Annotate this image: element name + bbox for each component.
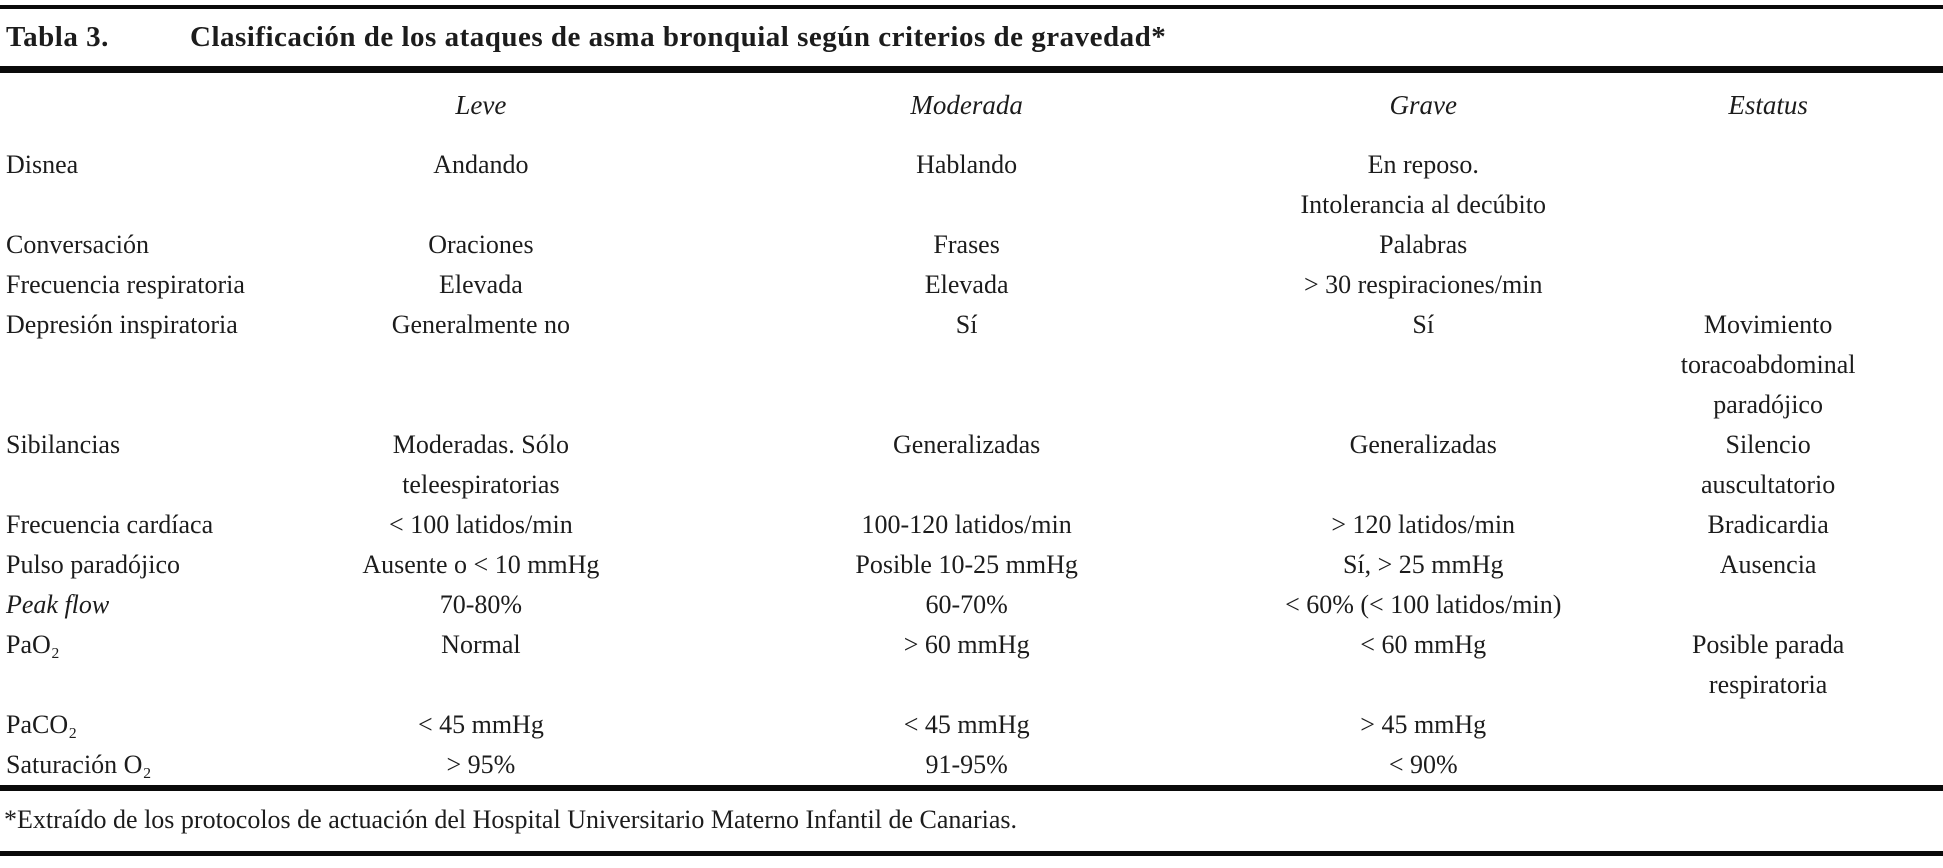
row-label: Conversación [6, 230, 149, 259]
table-row: PaO₂ Normal > 60 mmHg < 60 mmHg Posible … [0, 625, 1943, 705]
table-cell: Elevada [924, 270, 1009, 299]
table-cell: < 100 latidos/min [389, 510, 573, 539]
table-cell [1593, 265, 1943, 305]
table-cell: Sí [955, 310, 978, 339]
table-cell: Bradicardia [1707, 510, 1829, 539]
row-label: Peak flow [6, 590, 110, 619]
table-cell: Generalizadas [1349, 430, 1497, 459]
table-cell: Generalmente no [391, 310, 571, 339]
table-row: Peak flow 70-80% 60-70% < 60% (< 100 lat… [0, 585, 1943, 625]
top-rule [0, 5, 1943, 9]
table-cell: < 60 mmHg [1360, 630, 1487, 659]
row-label: Frecuencia cardíaca [6, 510, 214, 539]
table-cell: < 60% (< 100 latidos/min) [1285, 590, 1562, 619]
table-cell: Generalizadas [893, 430, 1041, 459]
body-divider-rule [0, 785, 1943, 791]
table-cell [1593, 225, 1943, 265]
table-cell: Palabras [1379, 230, 1468, 259]
row-label: Frecuencia respiratoria [6, 270, 245, 299]
table-cell: 70-80% [439, 590, 523, 619]
footnote: *Extraído de los protocolos de actuación… [4, 805, 1017, 834]
table-cell: Posible 10-25 mmHg [855, 550, 1078, 579]
page-title: Clasificación de los ataques de asma bro… [190, 21, 1167, 53]
column-header-leve: Leve [455, 90, 507, 120]
table-cell: Posible parada respiratoria [1691, 630, 1845, 699]
severity-table: Leve Moderada Grave Estatus Disnea Andan… [0, 79, 1943, 785]
column-header-estatus: Estatus [1728, 90, 1808, 120]
header-row: Leve Moderada Grave Estatus [0, 79, 1943, 145]
row-label: Saturación O₂ [6, 750, 152, 779]
table-number: Tabla 3. [6, 21, 109, 53]
table-cell: Silencio auscultatorio [1700, 430, 1836, 499]
table-cell: > 120 latidos/min [1331, 510, 1516, 539]
row-label: PaO₂ [6, 630, 60, 659]
table-row: Pulso paradójico Ausente o < 10 mmHg Pos… [0, 545, 1943, 585]
table-cell: < 90% [1388, 750, 1458, 779]
table-cell: Movimiento toracoabdominal paradójico [1680, 310, 1856, 419]
table-cell [1593, 745, 1943, 785]
table-cell: > 30 respiraciones/min [1303, 270, 1543, 299]
table-cell: Frases [933, 230, 1000, 259]
table-title-row: Tabla 3. Clasificación de los ataques de… [0, 9, 1943, 66]
table-cell: Normal [441, 630, 521, 659]
table-row: Frecuencia respiratoria Elevada Elevada … [0, 265, 1943, 305]
title-divider-rule [0, 66, 1943, 73]
table-cell: Ausencia [1719, 550, 1817, 579]
table-cell [1593, 145, 1943, 225]
row-label: Sibilancias [6, 430, 121, 459]
table-row: Depresión inspiratoria Generalmente no S… [0, 305, 1943, 425]
table-cell: Sí [1412, 310, 1435, 339]
table-row: PaCO₂ < 45 mmHg < 45 mmHg > 45 mmHg [0, 705, 1943, 745]
table-row: Saturación O₂ > 95% 91-95% < 90% [0, 745, 1943, 785]
table-cell: Sí, > 25 mmHg [1342, 550, 1504, 579]
table-cell: < 45 mmHg [903, 710, 1030, 739]
table-cell: En reposo. Intolerancia al decúbito [1300, 150, 1546, 219]
table-cell: Andando [433, 150, 529, 179]
table-cell [1593, 705, 1943, 745]
table-row: Sibilancias Moderadas. Sólo teleespirato… [0, 425, 1943, 505]
table-cell: Elevada [439, 270, 523, 299]
table-cell: > 60 mmHg [903, 630, 1030, 659]
table-cell: 60-70% [925, 590, 1008, 619]
row-label: Depresión inspiratoria [6, 310, 238, 339]
table-row: Frecuencia cardíaca < 100 latidos/min 10… [0, 505, 1943, 545]
row-label: Pulso paradójico [6, 550, 181, 579]
table-cell: < 45 mmHg [417, 710, 544, 739]
table-row: Disnea Andando Hablando En reposo. Intol… [0, 145, 1943, 225]
table-cell: Hablando [916, 150, 1018, 179]
column-header-empty [0, 79, 282, 145]
column-header-moderada: Moderada [910, 90, 1023, 120]
table-cell: Oraciones [428, 230, 534, 259]
table-cell: 91-95% [925, 750, 1008, 779]
table-row: Conversación Oraciones Frases Palabras [0, 225, 1943, 265]
table-cell: > 45 mmHg [1360, 710, 1487, 739]
row-label: Disnea [6, 150, 79, 179]
column-header-grave: Grave [1389, 90, 1457, 120]
table-cell: > 95% [446, 750, 516, 779]
row-label: PaCO₂ [6, 710, 78, 739]
table-cell: Ausente o < 10 mmHg [362, 550, 600, 579]
table-cell: 100-120 latidos/min [861, 510, 1072, 539]
table-cell [1593, 585, 1943, 625]
bottom-rule [0, 851, 1943, 856]
table-cell: Moderadas. Sólo teleespiratorias [392, 430, 569, 499]
